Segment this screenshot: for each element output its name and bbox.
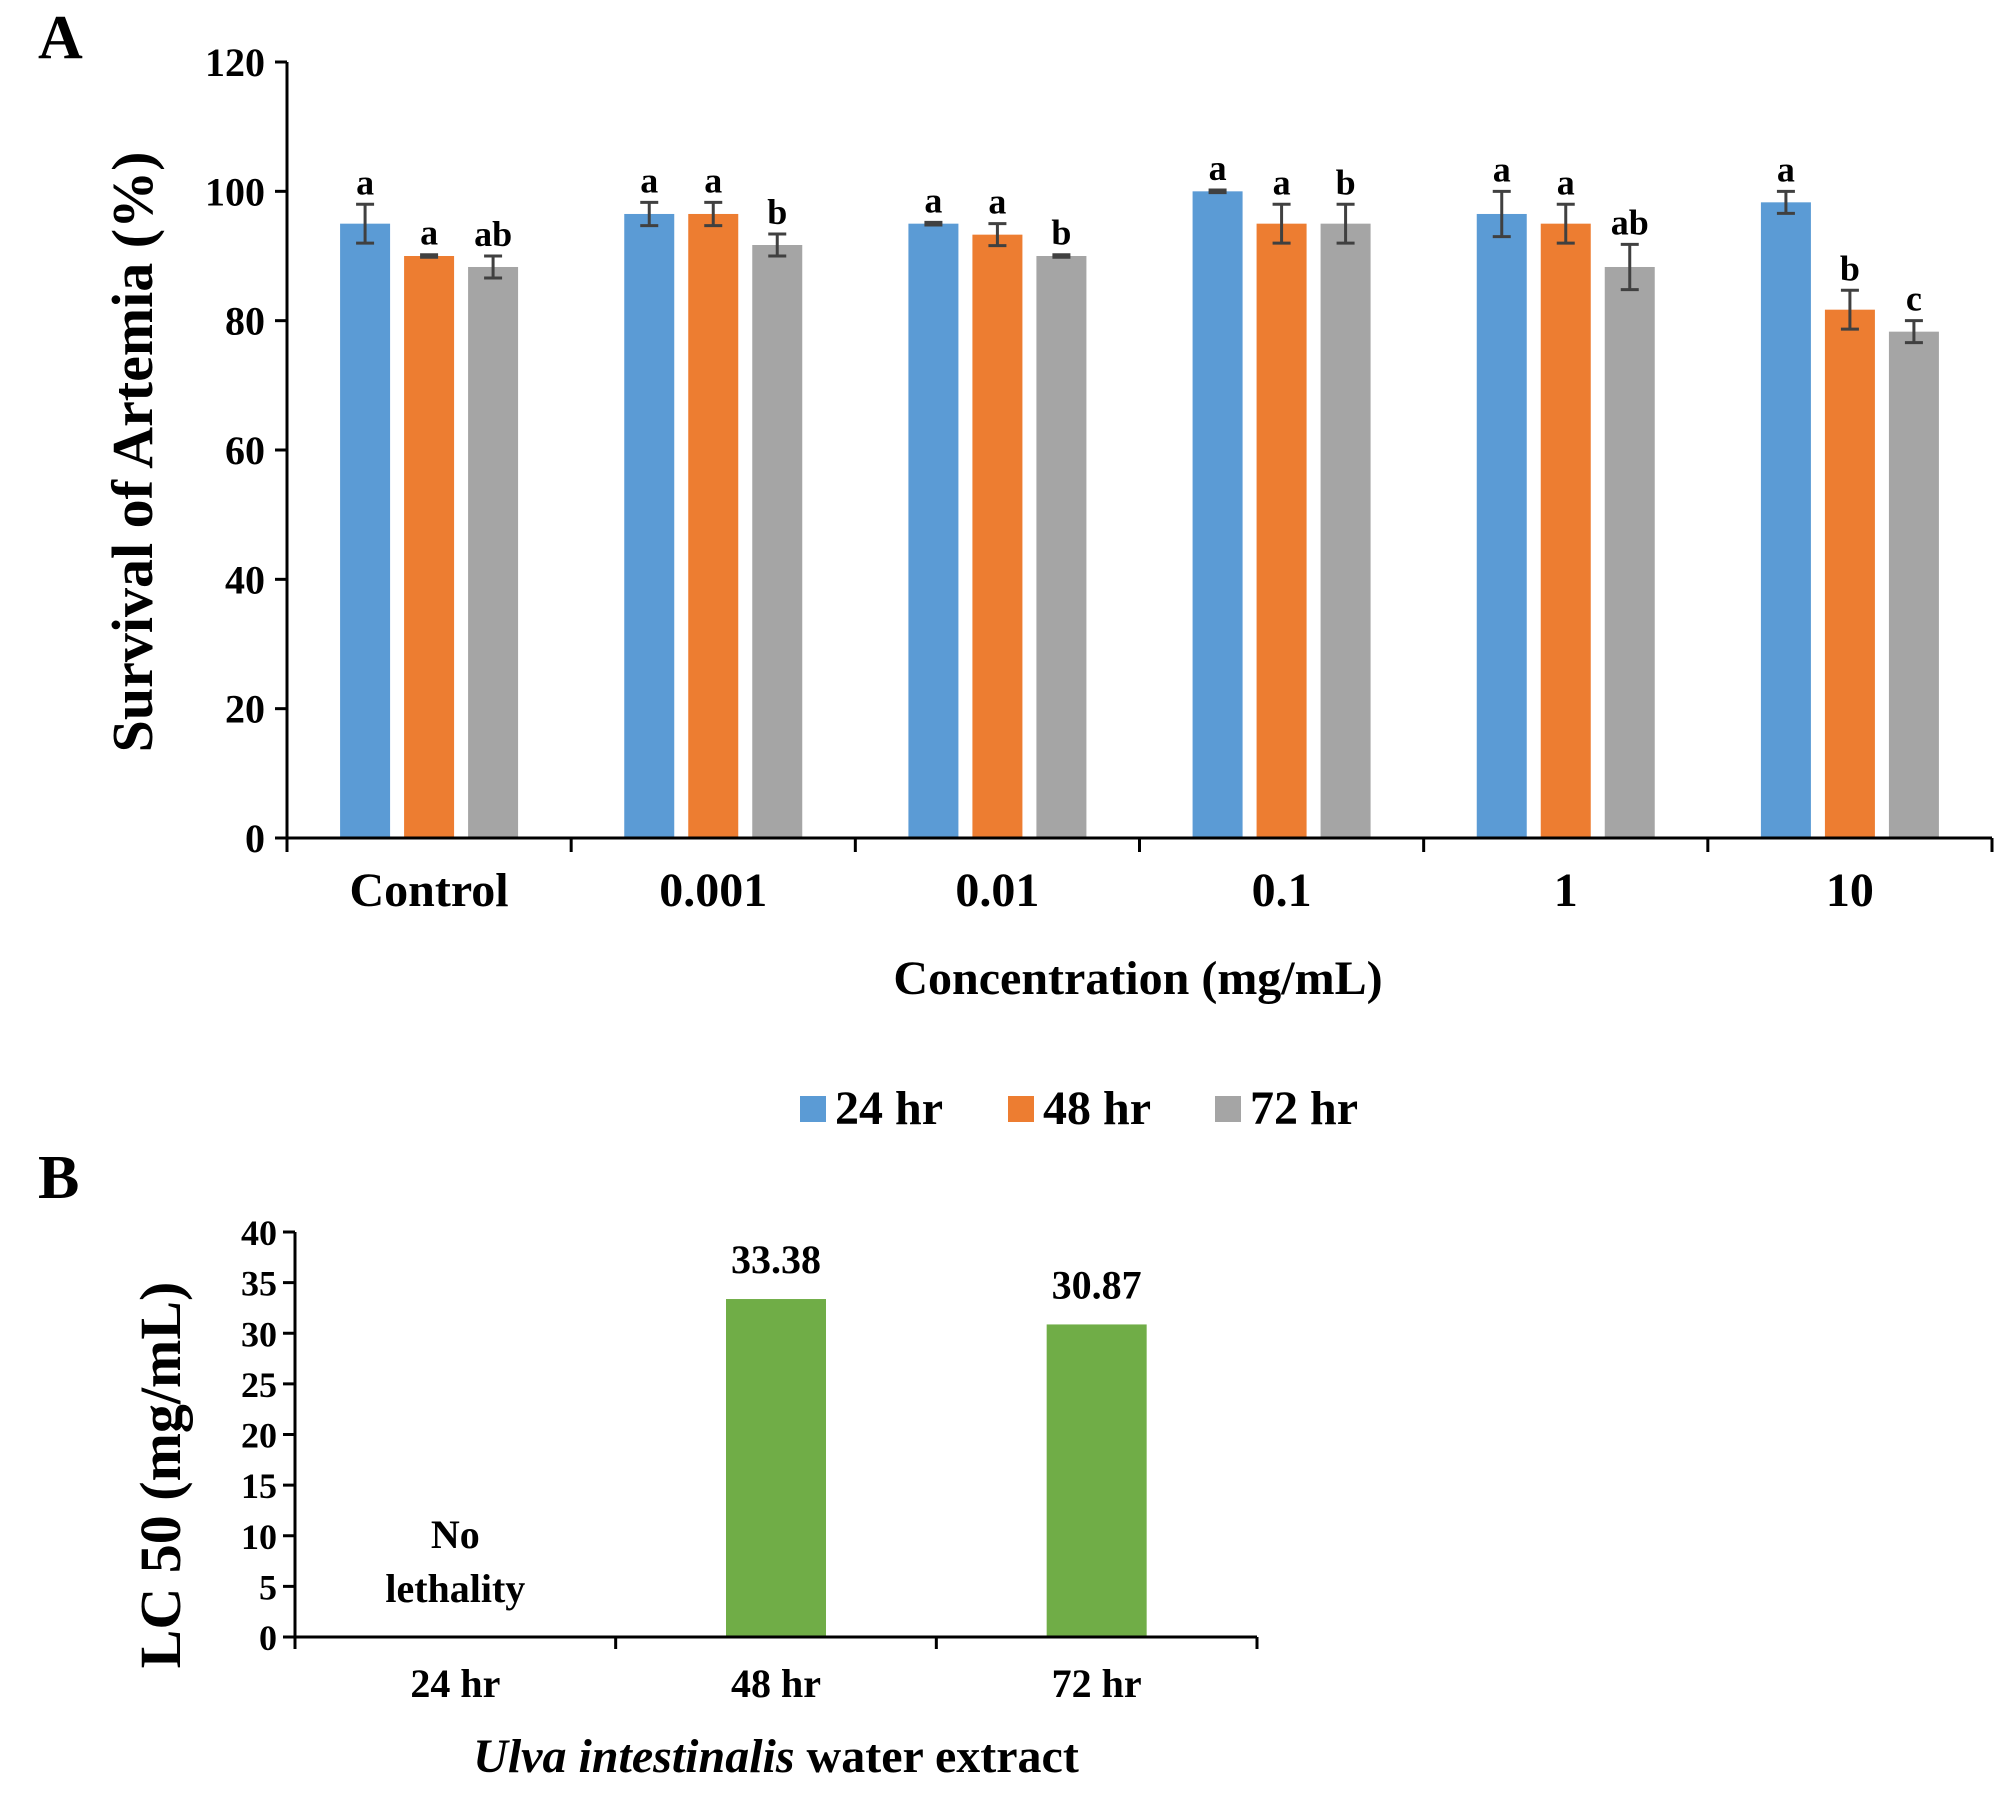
panel-a-legend-swatch [1215,1096,1241,1122]
panel-a-y-tick-label: 80 [225,299,265,344]
panel-a-y-tick-label: 120 [205,40,265,85]
panel-a-bar [688,213,739,838]
panel-b-x-axis-title-italic: Ulva intestinalis [473,1730,794,1783]
panel-a-y-tick-label: 40 [225,557,265,602]
panel-a-bar [1888,331,1939,838]
panel-a-significance-letter: a [704,160,722,200]
panel-a-significance-letter: b [1840,248,1860,288]
panel-a-bar [1192,191,1243,839]
panel-a-significance-letter: a [1273,162,1291,202]
panel-a-legend-label: 48 hr [1043,1082,1151,1135]
panel-a-bar [404,256,455,838]
panel-b-bar [726,1299,826,1637]
panel-b-x-axis-title: Ulva intestinalis water extract [473,1730,1079,1783]
panel-a-significance-letter: a [420,213,438,253]
panel-a-significance-letter: a [1209,148,1227,188]
panel-a-significance-letter: a [924,180,942,220]
panel-a-bar [468,266,519,838]
panel-a-y-tick-label: 60 [225,428,265,473]
panel-a-bar [1476,213,1527,838]
panel-a-category-label: 0.001 [659,864,767,917]
panel-a-legend: 24 hr 48 hr 72 hr [800,1082,1358,1135]
panel-a-bar [340,223,391,838]
panel-b-y-axis-title: LC 50 (mg/mL) [128,1282,193,1669]
panel-a-significance-letter: a [1557,162,1575,202]
panel-a-bar [752,245,803,839]
panel-b-label: B [38,1144,79,1212]
panel-b-value-label: 33.38 [731,1237,821,1282]
panel-b-no-value-label: lethality [385,1566,525,1611]
panel-b-no-value-label: No [431,1512,480,1557]
panel-a-label: A [38,4,83,72]
panel-a-legend-label: 24 hr [835,1082,943,1135]
panel-a-bar [1760,202,1811,838]
panel-b-y-tick-label: 20 [241,1416,277,1456]
panel-a-significance-letter: b [1336,162,1356,202]
panel-a-legend-swatch [800,1096,826,1122]
panel-a-bar [1256,223,1307,838]
panel-a-bar [1604,266,1655,838]
panel-b-y-tick-label: 15 [241,1466,277,1506]
panel-a-significance-letter: a [1777,149,1795,189]
panel-a-significance-letter: a [1493,149,1511,189]
panel-a-legend-label: 72 hr [1250,1082,1358,1135]
panel-b-category-label: 24 hr [410,1661,500,1706]
panel-a-bar [1320,223,1371,838]
panel-b-category-label: 72 hr [1052,1661,1142,1706]
panel-a-category-label: 1 [1554,864,1578,917]
panel-b-y-tick-label: 40 [241,1213,277,1253]
panel-a-y-tick-label: 100 [205,169,265,214]
panel-a-bar [972,234,1023,838]
panel-a-category-label: 0.01 [955,864,1039,917]
panel-a-significance-letter: b [767,192,787,232]
panel-a-significance-letter: b [1051,213,1071,253]
panel-b-y-tick-label: 10 [241,1517,277,1557]
panel-a-y-tick-label: 0 [245,816,265,861]
panel-b-bar [1046,1324,1147,1637]
panel-a-bar [1036,256,1087,838]
panel-a-significance-letter: a [988,182,1006,222]
panel-a-legend-swatch [1008,1096,1034,1122]
panel-b-category-label: 48 hr [731,1661,821,1706]
panel-a-significance-letter: a [356,162,374,202]
panel-b-y-tick-label: 5 [259,1567,277,1607]
panel-a-bar [908,223,959,838]
panel-a-bar [624,213,675,838]
panel-a-category-label: Control [350,864,509,917]
panel-a-y-axis-title: Survival of Artemia (%) [100,152,165,753]
panel-b-y-tick-label: 25 [241,1365,277,1405]
panel-a-significance-letter: ab [474,214,512,254]
panel-b-value-label: 30.87 [1052,1262,1142,1307]
panel-a-bar [1540,223,1591,838]
panel-a-x-axis-title: Concentration (mg/mL) [893,952,1382,1005]
panel-b-y-tick-label: 30 [241,1314,277,1354]
panel-a-significance-letter: ab [1611,202,1649,242]
panel-a-significance-letter: a [640,160,658,200]
panel-a-category-label: 10 [1826,864,1874,917]
panel-b-y-tick-label: 35 [241,1264,277,1304]
panel-a-y-tick-label: 20 [225,687,265,732]
panel-a-category-label: 0.1 [1252,864,1312,917]
panel-b-chart: B No lethality 33.38 30.87 0 5 10 15 20 25 30 35 40… [38,1144,1259,1783]
panel-a-bar [1824,309,1875,838]
panel-a-significance-letter: c [1906,279,1922,319]
panel-b-x-axis-title-rest: water extract [795,1730,1079,1783]
panel-b-y-tick-label: 0 [259,1618,277,1658]
